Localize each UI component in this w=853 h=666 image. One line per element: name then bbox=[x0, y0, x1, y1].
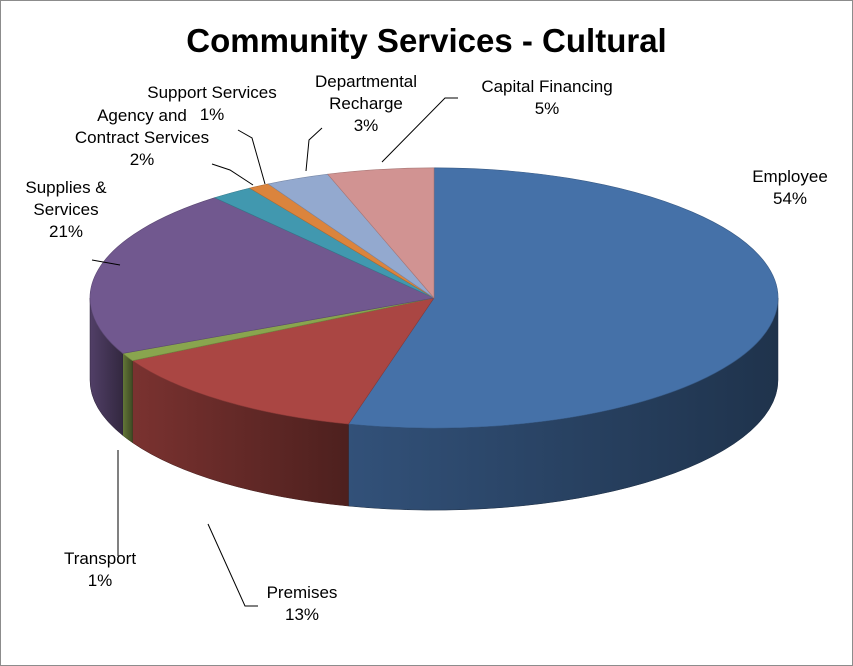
leader-line-premises bbox=[207, 523, 258, 607]
data-label-category: Transport bbox=[64, 549, 136, 568]
data-label-value: 21% bbox=[49, 222, 83, 241]
leader-line-departmental-recharge bbox=[305, 127, 323, 172]
pie-slice-supplies-services bbox=[89, 197, 435, 354]
data-label-value: 1% bbox=[200, 105, 225, 124]
data-label-category: Employee bbox=[752, 167, 828, 186]
data-label-capital-financing: Capital Financing 5% bbox=[481, 77, 612, 118]
leader-line-capital-financing bbox=[381, 97, 458, 163]
chart-title: Community Services - Cultural bbox=[186, 22, 667, 59]
data-label-category: Services bbox=[33, 200, 98, 219]
data-label-value: 5% bbox=[535, 99, 560, 118]
data-labels: Employee 54% Premises 13% Transport 1% Supplie… bbox=[25, 72, 827, 624]
data-label-category: Recharge bbox=[329, 94, 403, 113]
data-label-agency-and-contract-services: Agency and Contract Services 2% bbox=[75, 106, 209, 169]
leader-line-supplies-services bbox=[91, 259, 121, 266]
pie-slice-employee bbox=[347, 167, 779, 429]
pie-side-transport bbox=[122, 352, 133, 444]
leader-line-support-services bbox=[237, 129, 266, 185]
data-label-departmental-recharge: Departmental Recharge 3% bbox=[315, 72, 417, 135]
data-label-category: Premises bbox=[267, 583, 338, 602]
data-label-category: Agency and bbox=[97, 106, 187, 125]
data-label-category: Departmental bbox=[315, 72, 417, 91]
data-label-value: 3% bbox=[354, 116, 379, 135]
data-label-value: 54% bbox=[773, 189, 807, 208]
data-label-supplies-services: Supplies & Services 21% bbox=[25, 178, 107, 241]
data-label-support-services: Support Services 1% bbox=[147, 83, 276, 124]
data-label-value: 2% bbox=[130, 150, 155, 169]
data-label-category: Contract Services bbox=[75, 128, 209, 147]
data-label-category: Support Services bbox=[147, 83, 276, 102]
pie-slice-premises bbox=[131, 297, 435, 425]
data-label-value: 13% bbox=[285, 605, 319, 624]
pie-side-walls bbox=[89, 297, 779, 511]
data-label-category: Supplies & bbox=[25, 178, 107, 197]
pie-slice-capital-financing bbox=[327, 167, 435, 299]
data-label-transport: Transport 1% bbox=[64, 549, 136, 590]
leader-line-agency-and-contract-services bbox=[211, 163, 254, 186]
data-label-category: Capital Financing bbox=[481, 77, 612, 96]
pie-top-faces bbox=[89, 167, 779, 429]
data-label-value: 1% bbox=[88, 571, 113, 590]
data-label-premises: Premises 13% bbox=[267, 583, 338, 624]
data-label-employee: Employee 54% bbox=[752, 167, 828, 208]
